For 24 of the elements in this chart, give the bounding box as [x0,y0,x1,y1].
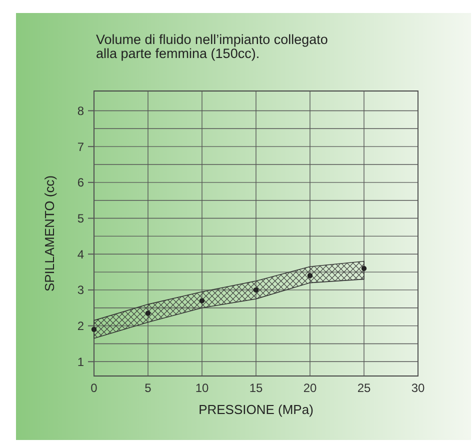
point [199,298,205,304]
y-tick-label: 2 [77,319,84,334]
y-tick-label: 3 [77,283,84,298]
y-tick-label: 7 [77,140,84,154]
x-tick-label: 25 [357,381,371,395]
x-tick-label: 20 [303,381,317,395]
y-axis-title: SPILLAMENTO (cc) [42,175,57,292]
x-tick-label: 30 [411,381,425,395]
y-tick-label: 4 [77,247,84,262]
x-tick-label: 0 [90,381,98,395]
y-tick-label: 5 [77,211,84,226]
chart-title: Volume di fluido nell’impianto collegato alla parte femmina (150cc). [96,32,328,61]
x-tick-label: 10 [195,381,209,395]
x-tick-label: 5 [144,381,152,395]
y-tick-label: 1 [77,354,84,369]
y-tick-label: 8 [77,104,84,118]
x-tick-label: 15 [249,381,263,395]
point [253,287,259,293]
point [145,310,151,316]
point [361,266,367,272]
point [307,273,313,278]
x-axis-title: PRESSIONE (MPa) [198,402,314,417]
point [91,326,97,332]
y-tick-label: 6 [77,176,84,190]
